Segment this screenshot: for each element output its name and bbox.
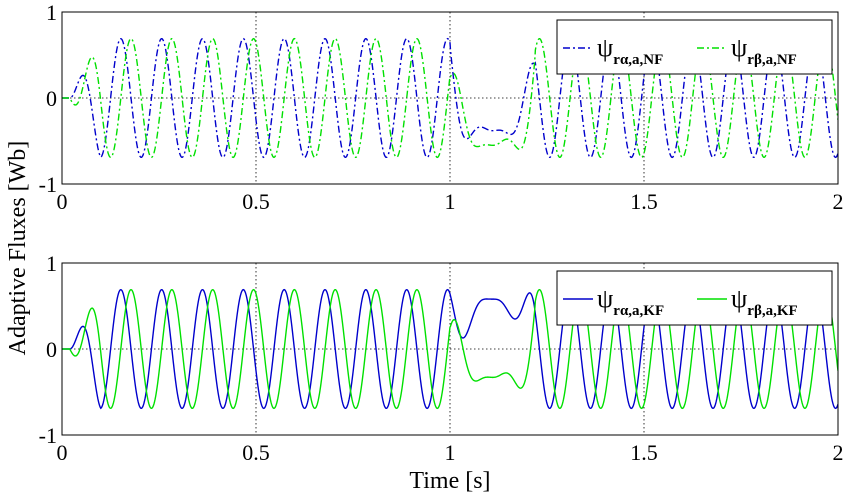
- y-tick-label: 1: [46, 0, 57, 25]
- y-tick-label: -1: [39, 423, 57, 448]
- legend: ψrα,a,KF ψrβ,a,KF: [556, 270, 833, 326]
- plot-border: [61, 11, 839, 185]
- x-tick-label: 0: [57, 440, 68, 465]
- legend-box: [556, 270, 833, 326]
- series-line-alpha: [62, 37, 838, 159]
- x-tick-label: 2: [833, 189, 844, 214]
- series-lines: [62, 37, 838, 159]
- series-line-alpha: [62, 288, 838, 410]
- x-tick-label: 0.5: [242, 440, 270, 465]
- tick-labels: 0 0.5 1 1.5 2-101: [39, 251, 844, 465]
- x-tick-label: 1.5: [630, 440, 658, 465]
- series-line-beta: [62, 37, 838, 159]
- legend-box: [556, 19, 833, 75]
- x-axis-label: Time [s]: [409, 468, 490, 494]
- x-tick-label: 0.5: [242, 189, 270, 214]
- y-tick-label: -1: [39, 172, 57, 197]
- y-tick-label: 0: [46, 86, 57, 111]
- x-tick-label: 1: [445, 189, 456, 214]
- legend: ψrα,a,NF ψrβ,a,NF: [556, 19, 833, 75]
- legend-label: ψrα,a,NF: [597, 33, 663, 68]
- x-tick-label: 0: [57, 189, 68, 214]
- x-tick-label: 2: [833, 440, 844, 465]
- tick-labels: 0 0.5 1 1.5 2-101: [39, 0, 844, 214]
- bottom-subplot: 0 0.5 1 1.5 2-101 ψrα,a,KF ψrβ,a,KF: [39, 251, 844, 465]
- y-axis-label: Adaptive Fluxes [Wb]: [5, 141, 31, 356]
- x-tick-label: 1.5: [630, 189, 658, 214]
- plot-border: [61, 262, 839, 436]
- y-tick-label: 0: [46, 337, 57, 362]
- x-tick-label: 1: [445, 440, 456, 465]
- legend-label: ψrβ,a,KF: [731, 284, 798, 319]
- legend-label: ψrβ,a,NF: [731, 33, 797, 68]
- y-tick-label: 1: [46, 251, 57, 276]
- legend-label: ψrα,a,KF: [597, 284, 664, 319]
- top-subplot: 0 0.5 1 1.5 2-101 ψrα,a,NF ψrβ,a,NF: [39, 0, 844, 214]
